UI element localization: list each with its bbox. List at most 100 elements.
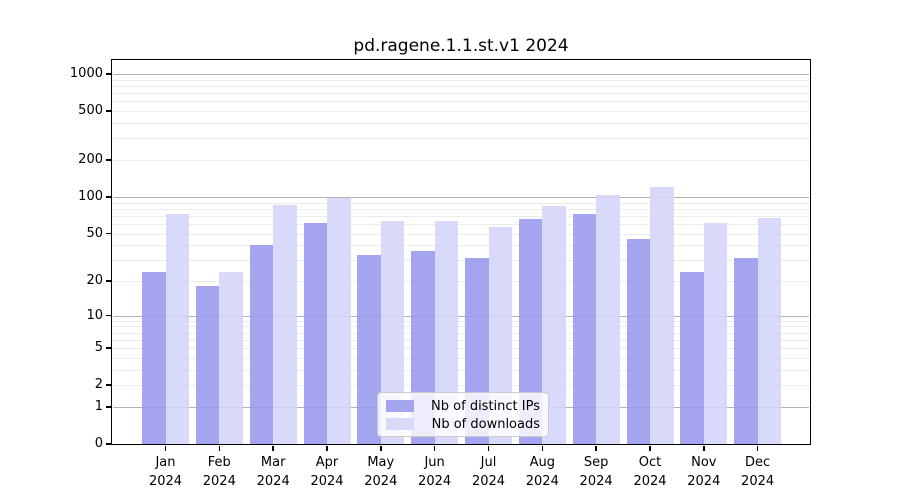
legend-swatch-downloads	[386, 418, 414, 430]
y-tick	[106, 110, 111, 112]
y-tick-label: 1	[94, 398, 103, 414]
x-tick	[541, 446, 544, 451]
minor-gridline	[113, 233, 809, 235]
y-tick	[106, 314, 111, 317]
minor-gridline	[113, 357, 809, 359]
minor-gridline	[113, 320, 809, 322]
major-gridline	[113, 315, 809, 317]
bar-distinct-ips-feb	[195, 286, 220, 444]
minor-gridline	[113, 93, 809, 95]
y-tick	[106, 159, 111, 161]
y-tick-label: 200	[78, 152, 103, 167]
x-tick-label: Mar 2024	[256, 455, 290, 489]
major-gridline	[113, 74, 809, 75]
minor-gridline	[113, 138, 809, 140]
legend-label-downloads: Nb of downloads	[431, 416, 540, 432]
legend-item-downloads: Nb of downloads	[386, 416, 540, 432]
x-tick-label: Feb 2024	[202, 455, 236, 489]
minor-gridline	[113, 369, 809, 371]
y-tick-label: 20	[86, 273, 103, 288]
bar-distinct-ips-oct	[626, 239, 650, 444]
x-tick	[756, 446, 759, 451]
x-tick-label: Jul 2024	[471, 455, 506, 489]
legend: Nb of distinct IPs Nb of downloads	[377, 392, 549, 437]
y-tick-label: 0	[94, 436, 103, 451]
bar-distinct-ips-jan	[142, 271, 166, 444]
bar-downloads-may	[380, 220, 405, 444]
minor-gridline	[113, 281, 809, 282]
minor-gridline	[113, 385, 809, 387]
bar-distinct-ips-nov	[680, 271, 704, 444]
bar-downloads-sep	[596, 195, 620, 444]
bar-downloads-oct	[650, 186, 674, 444]
y-tick-label: 10	[86, 307, 103, 323]
plot-area	[111, 59, 811, 445]
bar-downloads-nov	[703, 223, 728, 444]
minor-gridline	[113, 101, 809, 103]
minor-gridline	[113, 160, 809, 161]
y-tick-label: 500	[78, 103, 103, 119]
minor-gridline	[113, 86, 809, 87]
minor-gridline	[113, 260, 809, 262]
bar-downloads-dec	[757, 218, 782, 444]
legend-label-distinct-ips: Nb of distinct IPs	[431, 398, 540, 414]
minor-gridline	[113, 208, 809, 210]
bar-distinct-ips-dec	[734, 258, 758, 444]
minor-gridline	[113, 326, 809, 328]
legend-swatch-distinct-ips	[386, 400, 414, 412]
y-tick	[106, 443, 111, 445]
y-tick	[106, 73, 111, 75]
minor-gridline	[113, 111, 809, 113]
bar-downloads-jun	[434, 221, 459, 444]
x-tick-label: Jun 2024	[418, 455, 452, 489]
y-tick	[106, 280, 111, 282]
minor-gridline	[113, 245, 809, 247]
bar-downloads-jul	[488, 226, 512, 444]
x-tick-label: May 2024	[364, 455, 398, 489]
minor-gridline	[113, 332, 809, 334]
x-tick-label: Aug 2024	[525, 455, 559, 489]
minor-gridline	[113, 123, 809, 124]
x-tick	[649, 446, 651, 451]
minor-gridline	[113, 202, 809, 204]
y-tick	[106, 384, 111, 386]
x-tick	[703, 446, 705, 451]
y-tick-label: 1000	[69, 66, 103, 81]
y-tick-label: 100	[78, 188, 103, 204]
bar-downloads-jan	[165, 214, 189, 444]
y-tick-label: 2	[94, 377, 103, 393]
x-tick	[595, 446, 597, 451]
x-tick-label: Nov 2024	[687, 455, 721, 489]
y-tick	[106, 232, 111, 235]
bar-downloads-feb	[219, 271, 243, 444]
bar-downloads-aug	[542, 206, 566, 444]
bar-distinct-ips-mar	[249, 245, 274, 444]
bar-distinct-ips-sep	[572, 214, 597, 444]
x-tick	[433, 446, 436, 451]
x-tick	[272, 446, 274, 451]
x-tick	[326, 446, 328, 451]
major-gridline	[113, 196, 809, 198]
x-tick	[487, 446, 490, 451]
x-tick-label: Jan 2024	[148, 455, 183, 489]
bar-distinct-ips-aug	[518, 218, 543, 444]
minor-gridline	[113, 223, 809, 225]
minor-gridline	[113, 215, 809, 217]
minor-gridline	[113, 79, 809, 81]
y-tick-label: 50	[86, 225, 103, 241]
x-tick	[380, 446, 382, 451]
minor-gridline	[113, 339, 809, 341]
bar-downloads-mar	[273, 204, 297, 444]
y-tick	[106, 406, 111, 408]
x-tick-label: Dec 2024	[741, 455, 775, 489]
bar-downloads-apr	[327, 197, 351, 444]
x-tick-label: Apr 2024	[310, 455, 344, 489]
bar-distinct-ips-may	[357, 255, 381, 444]
chart-title: pd.ragene.1.1.st.v1 2024	[353, 36, 569, 56]
x-tick	[164, 446, 167, 451]
bar-distinct-ips-apr	[303, 223, 327, 444]
x-tick-label: Oct 2024	[633, 455, 667, 489]
y-tick-label: 5	[94, 340, 103, 356]
y-tick	[106, 347, 111, 349]
